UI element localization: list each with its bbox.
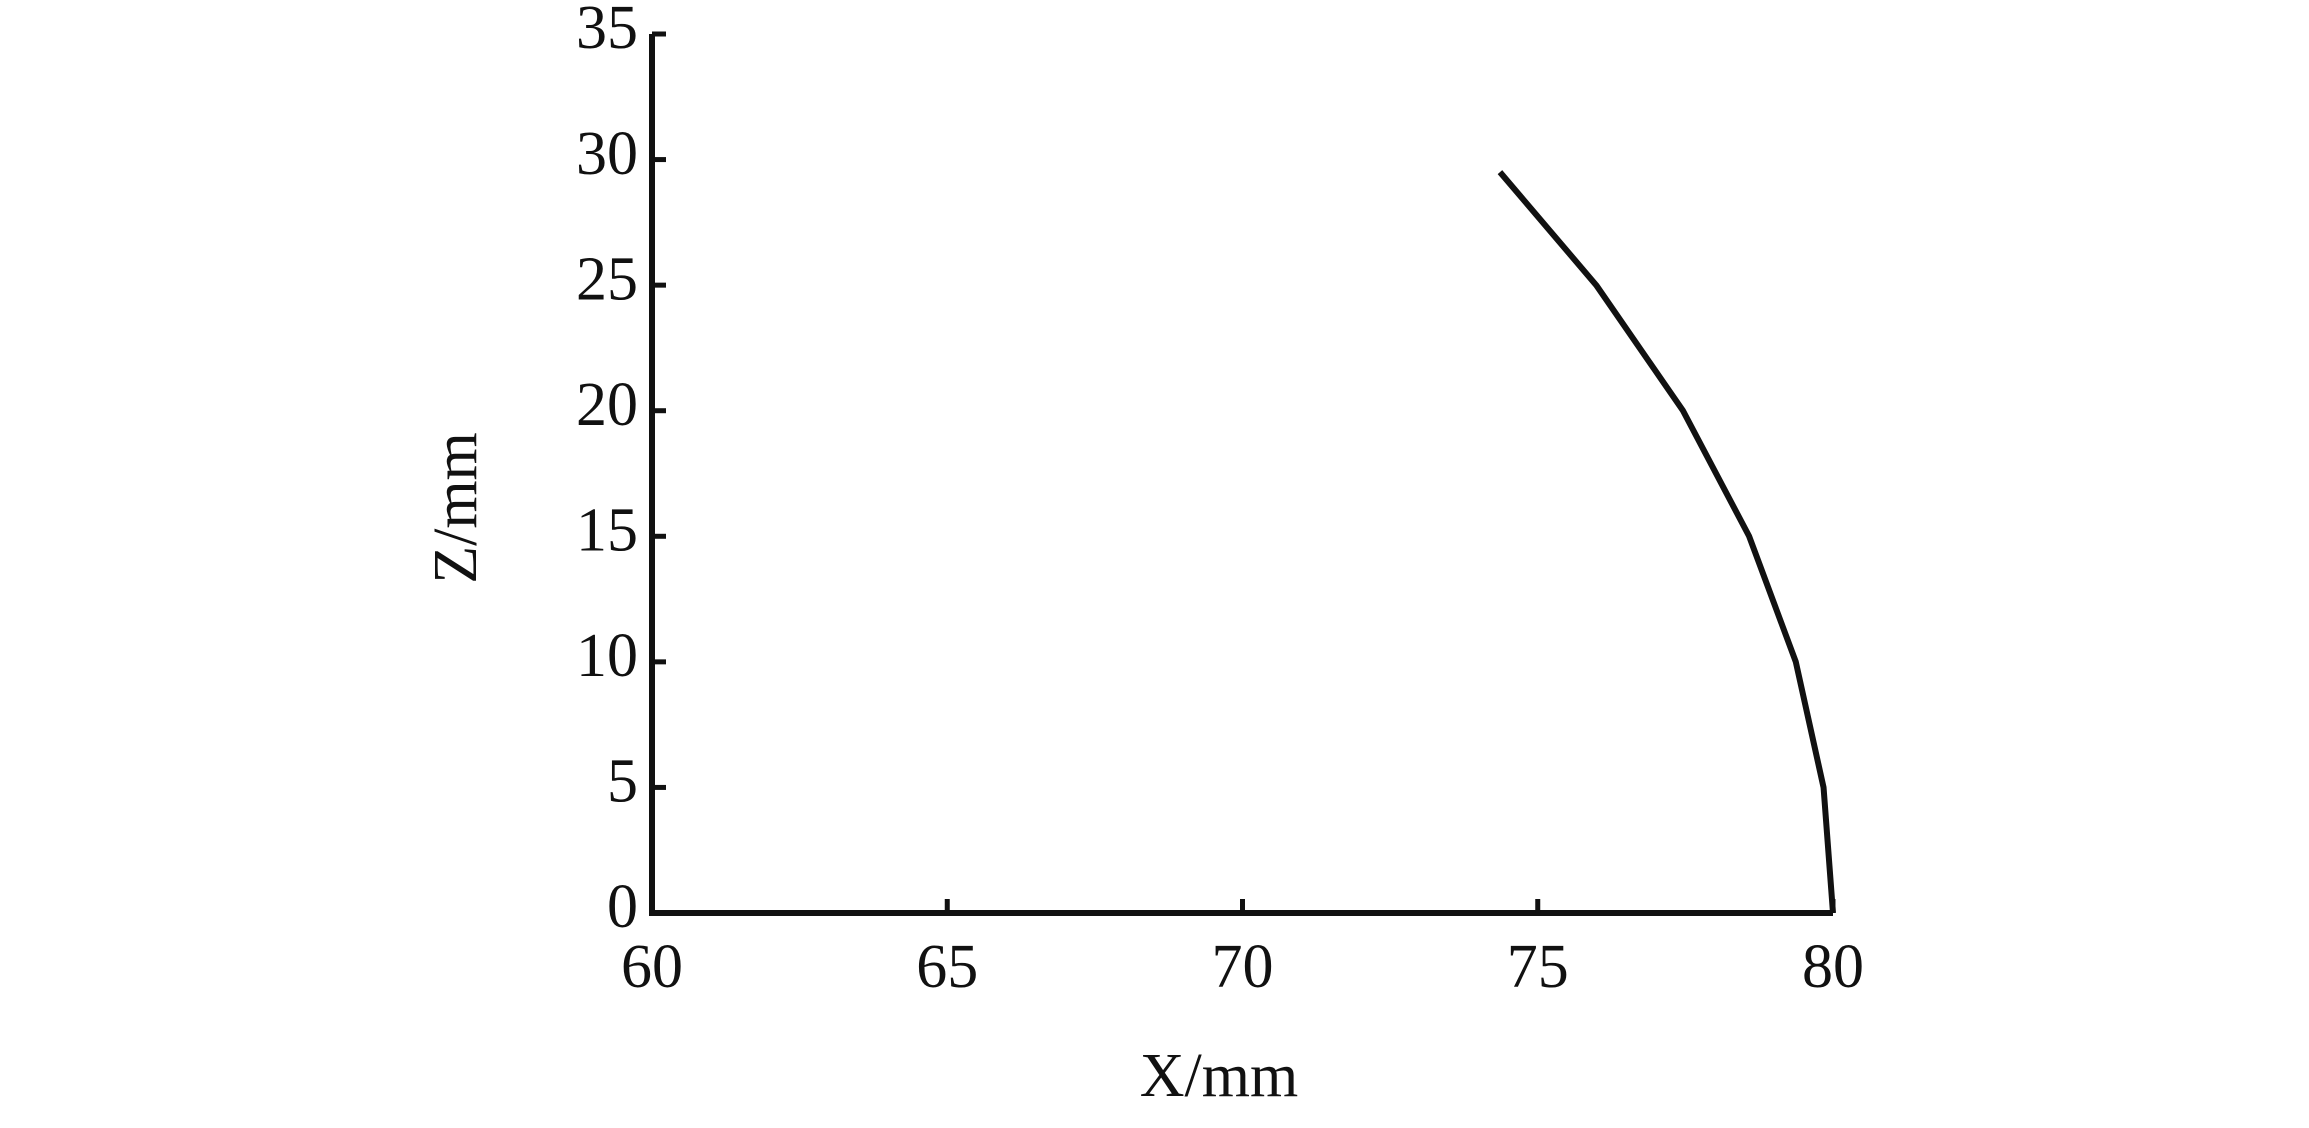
x-tick-label: 65: [916, 933, 978, 1001]
y-axis-label: Z/mm: [422, 432, 490, 584]
x-tick-label: 70: [1212, 933, 1274, 1001]
y-tick-label: 30: [576, 120, 638, 188]
x-axis-label: X/mm: [1140, 1042, 1298, 1110]
data-line: [1497, 170, 1836, 914]
y-tick-label: 25: [576, 245, 638, 313]
x-tick-label: 75: [1507, 933, 1569, 1001]
x-tick-label: 60: [621, 933, 683, 1001]
y-tick-label: 10: [576, 622, 638, 690]
y-tick-label: 20: [576, 371, 638, 439]
y-tick-label: 35: [576, 0, 638, 62]
x-tick-label: 80: [1802, 933, 1864, 1001]
y-tick-label: 15: [576, 497, 638, 565]
y-tick-label: 5: [607, 748, 638, 816]
y-tick-label: 0: [607, 873, 638, 941]
